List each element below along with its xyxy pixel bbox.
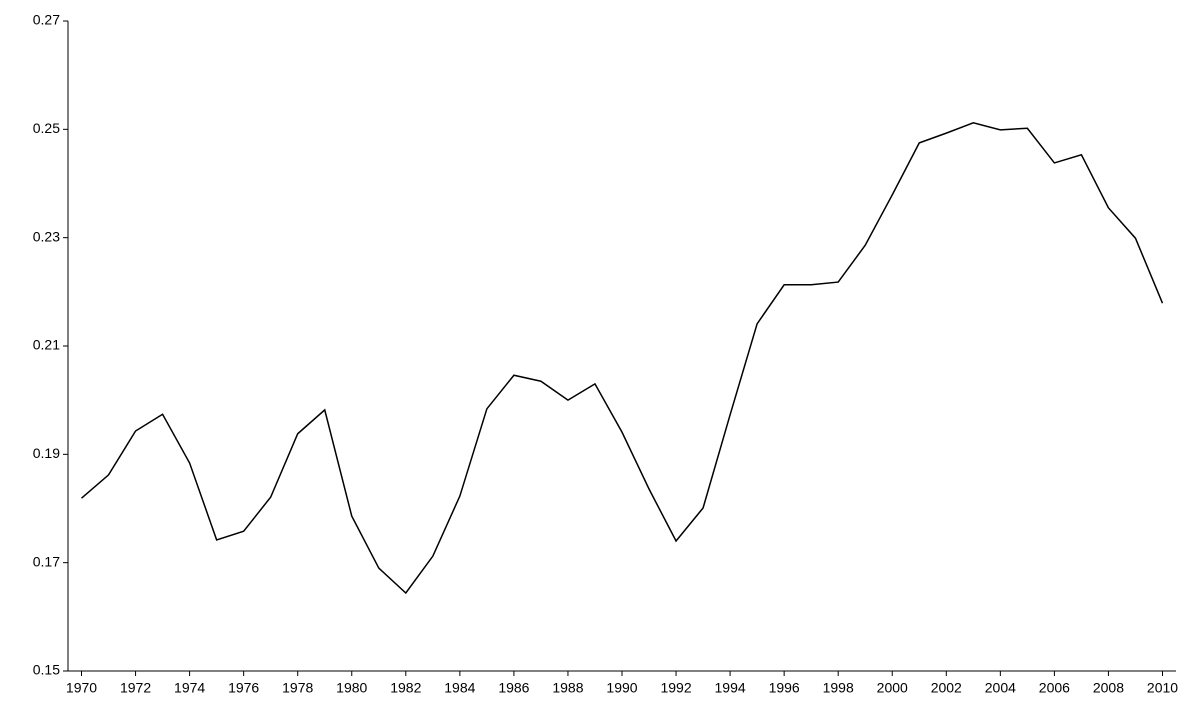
x-tick-label: 1984 <box>444 680 475 696</box>
x-tick-label: 1972 <box>120 680 151 696</box>
x-tick-label: 1978 <box>282 680 313 696</box>
x-tick-label: 1994 <box>715 680 746 696</box>
y-tick-label: 0.19 <box>33 445 60 461</box>
x-tick-label: 1996 <box>769 680 800 696</box>
y-tick-label: 0.21 <box>33 337 60 353</box>
x-tick-label: 2000 <box>877 680 908 696</box>
x-tick-label: 1976 <box>228 680 259 696</box>
y-tick-label: 0.25 <box>33 120 60 136</box>
x-tick-label: 1990 <box>606 680 637 696</box>
x-tick-label: 2004 <box>985 680 1016 696</box>
y-tick-label: 0.15 <box>33 662 60 678</box>
x-tick-label: 2002 <box>931 680 962 696</box>
x-tick-label: 1988 <box>552 680 583 696</box>
x-tick-label: 1974 <box>174 680 205 696</box>
x-tick-label: 2006 <box>1039 680 1070 696</box>
y-tick-label: 0.23 <box>33 228 60 244</box>
y-tick-label: 0.27 <box>33 12 60 28</box>
x-tick-label: 1992 <box>660 680 691 696</box>
x-tick-label: 1982 <box>390 680 421 696</box>
x-tick-label: 1998 <box>823 680 854 696</box>
x-tick-label: 1980 <box>336 680 367 696</box>
x-tick-label: 2008 <box>1093 680 1124 696</box>
x-tick-label: 1970 <box>66 680 97 696</box>
y-tick-label: 0.17 <box>33 553 60 569</box>
line-series <box>81 122 1164 595</box>
x-tick-label: 2010 <box>1147 680 1178 696</box>
x-tick-label: 1986 <box>498 680 529 696</box>
